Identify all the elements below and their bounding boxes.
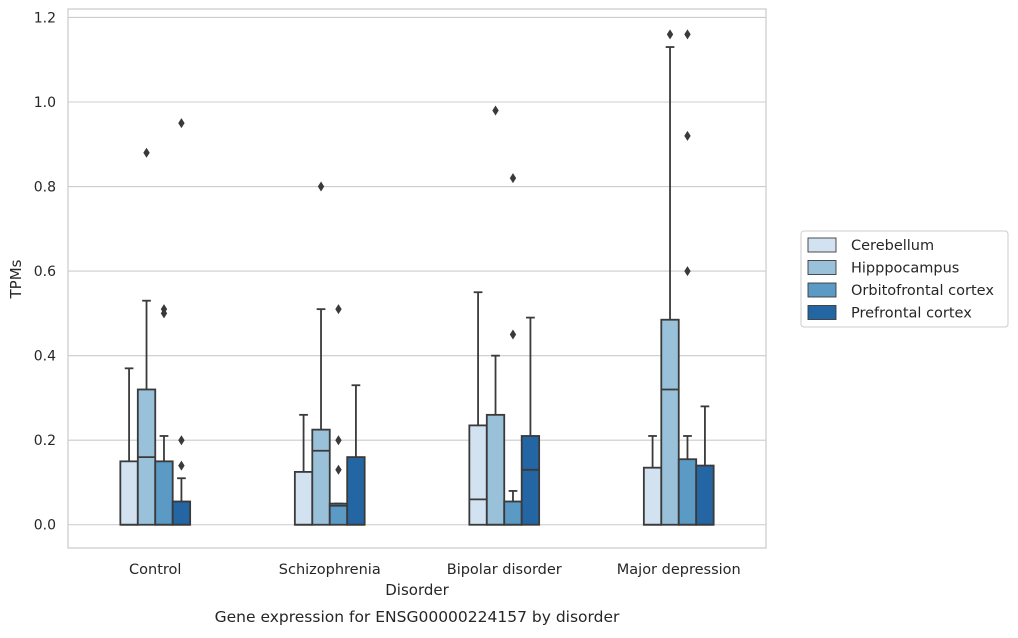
box	[346, 456, 366, 526]
outlier-point	[160, 304, 168, 315]
box	[695, 464, 715, 526]
outlier-point	[509, 329, 517, 340]
y-tick-label: 1.2	[34, 10, 56, 26]
box	[171, 500, 192, 526]
box	[311, 428, 331, 526]
box	[677, 458, 698, 526]
box	[119, 460, 139, 526]
outlier-point	[143, 147, 150, 158]
x-axis-label: Disorder	[385, 581, 449, 599]
legend-swatch	[807, 237, 837, 253]
x-tick-labels: Control Schizophrenia Bipolar disorder Majo…	[129, 562, 741, 578]
outlier-point	[509, 173, 517, 184]
box-series	[119, 29, 715, 526]
outlier-point	[178, 118, 185, 129]
series-cerebellum	[119, 291, 663, 526]
y-tick-label: 0.8	[34, 180, 56, 196]
box	[328, 502, 349, 526]
outlier-point	[666, 29, 674, 40]
outlier-point	[335, 464, 342, 475]
plot-area-background	[68, 9, 766, 548]
plot-area-frame	[67, 8, 767, 549]
legend-frame	[800, 230, 1009, 328]
box	[503, 500, 523, 526]
outlier-point	[178, 460, 185, 471]
legend-swatch	[807, 282, 837, 298]
box	[660, 318, 680, 526]
x-tick-label: Bipolar disorder	[447, 562, 562, 578]
y-tick-labels: 0.0 0.2 0.4 0.6 0.8 1.0 1.2	[34, 10, 56, 533]
x-tick-label: Control	[129, 562, 181, 578]
outlier-point	[684, 266, 691, 277]
y-tick-label: 0.4	[34, 349, 56, 365]
y-tick-label: 0.2	[34, 433, 56, 449]
legend-label: Orbitofrontal cortex	[851, 283, 994, 299]
x-tick-label: Major depression	[617, 562, 741, 578]
box	[642, 466, 663, 526]
series-prefrontal-cortex	[171, 118, 715, 526]
x-tick-label: Schizophrenia	[279, 562, 381, 578]
outlier-point	[178, 435, 185, 446]
y-tick-label: 0.0	[34, 518, 56, 534]
legend-swatch	[807, 260, 837, 275]
legend: Cerebellum Hipppocampus Orbitofrontal cort…	[800, 230, 1009, 328]
legend-swatch	[807, 305, 837, 320]
outlier-point	[684, 130, 691, 141]
y-axis-label: TPMs	[7, 259, 25, 299]
outlier-point	[335, 435, 342, 446]
chart-caption: Gene expression for ENSG00000224157 by d…	[215, 608, 620, 626]
outlier-point	[317, 181, 325, 192]
legend-label: Prefrontal cortex	[851, 306, 972, 322]
outlier-point	[335, 304, 342, 315]
box	[468, 424, 488, 526]
series-hipppocampus	[136, 29, 680, 526]
legend-label: Cerebellum	[851, 238, 934, 254]
box	[293, 471, 314, 526]
outlier-point	[492, 105, 499, 116]
box	[520, 435, 541, 526]
legend-label: Hipppocampus	[851, 261, 959, 277]
outlier-point	[684, 29, 691, 40]
box	[154, 460, 174, 526]
y-tick-label: 0.6	[34, 264, 56, 280]
y-tick-label: 1.0	[34, 95, 56, 111]
box	[485, 413, 506, 526]
